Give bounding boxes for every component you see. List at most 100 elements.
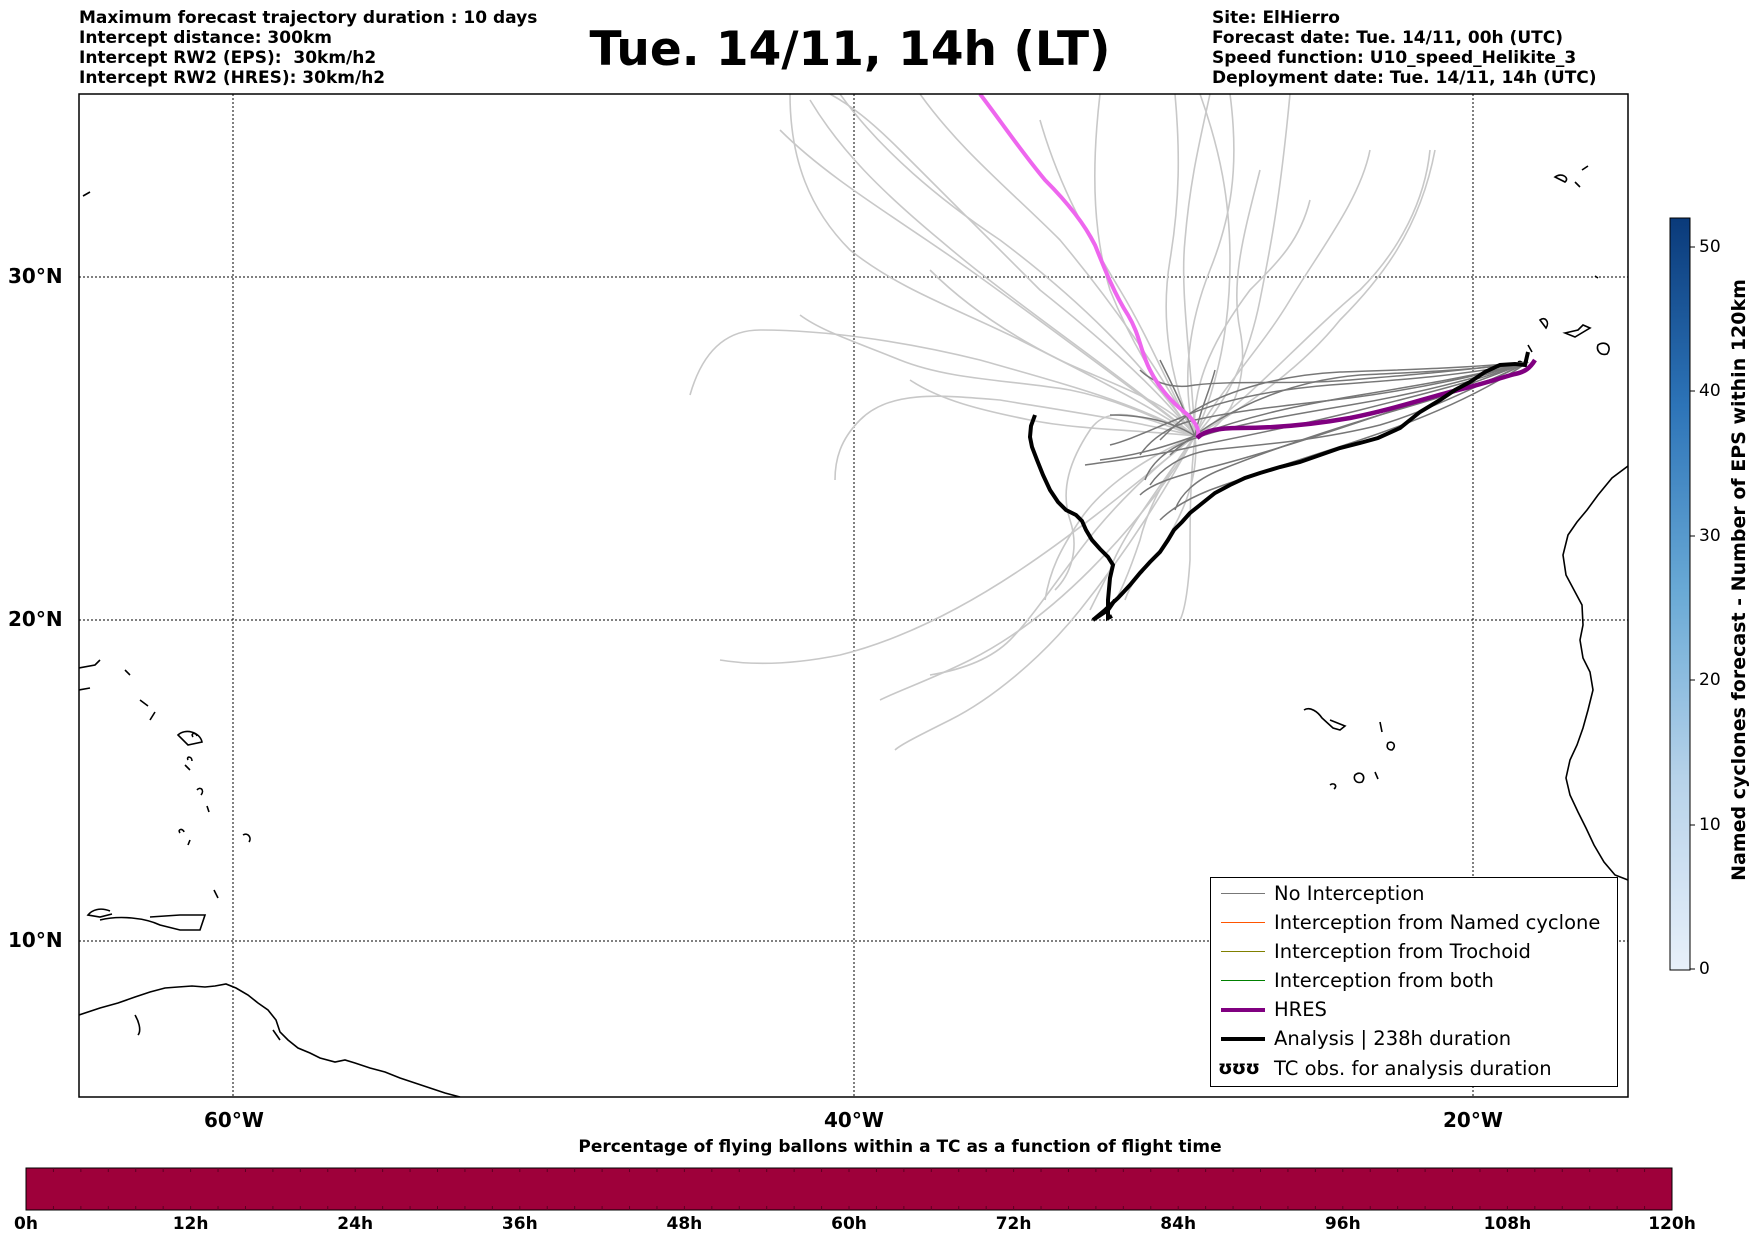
vcbar-tick-20: 20 [1699, 670, 1721, 690]
ensemble-track [799, 314, 1196, 437]
intercept-distance-label: Intercept distance: 300km [79, 28, 332, 48]
legend-label: Interception from Named cyclone [1274, 911, 1601, 934]
lon-label-20: 20°W [1443, 1108, 1503, 1132]
ensemble-track [919, 94, 1196, 437]
legend-label: Interception from Trochoid [1274, 940, 1531, 963]
horizontal-colorbar [25, 1167, 1673, 1211]
ensemble-track [829, 94, 1196, 437]
header-right-info: Site: ElHierro Forecast date: Tue. 14/11… [1212, 8, 1597, 88]
analysis-track-west [1027, 414, 1116, 622]
azores-islands [82, 165, 1599, 279]
speed-function-label: Speed function: U10_speed_Helikite_3 [1212, 48, 1577, 68]
hres-early-track [978, 94, 1201, 439]
ensemble-track [1194, 94, 1291, 437]
caribbean-islands [79, 659, 281, 1041]
vcbar-tick-30: 30 [1699, 526, 1721, 546]
no-interception-track [1149, 361, 1529, 486]
legend-item-no-interception: No Interception [1211, 880, 1617, 909]
ensemble-track [1039, 119, 1196, 437]
vertical-colorbar-title-wrap: Named cyclones forecast - Number of EPS … [1724, 220, 1752, 940]
ensemble-track [1193, 199, 1311, 437]
vcbar-tick-10: 10 [1699, 815, 1721, 835]
ensemble-track [834, 395, 1196, 481]
no-interception-track [1159, 361, 1529, 441]
legend-label: TC obs. for analysis duration [1274, 1057, 1552, 1080]
hbar-tick-label: 0h [14, 1214, 38, 1234]
lat-label-30: 30°N [8, 264, 63, 288]
vertical-colorbar-title: Named cyclones forecast - Number of EPS … [1728, 279, 1750, 881]
lon-label-40: 40°W [824, 1108, 884, 1132]
lat-label-10: 10°N [8, 928, 63, 952]
max-duration-label: Maximum forecast trajectory duration : 1… [79, 8, 538, 28]
ensemble-track [1094, 94, 1196, 437]
legend-swatch [1221, 1008, 1265, 1012]
no-interception-trajectories [1084, 359, 1529, 521]
vcbar-tick-50: 50 [1699, 237, 1721, 257]
africa-coast [1562, 465, 1628, 881]
legend-item-both: Interception from both [1211, 967, 1617, 996]
coastlines [79, 165, 1628, 1097]
ensemble-track [894, 435, 1196, 751]
ensemble-track [929, 435, 1196, 676]
vcbar-tick-0: 0 [1699, 959, 1710, 979]
no-interception-track [1099, 359, 1216, 461]
legend-item-tc-obs: ʊʊʊ TC obs. for analysis duration [1211, 1055, 1617, 1084]
hbar-tick-label: 96h [1324, 1214, 1361, 1234]
ensemble-track [1194, 149, 1371, 437]
ensemble-track [1089, 435, 1196, 611]
ensemble-track [1194, 149, 1431, 437]
intercept-eps-label: Intercept RW2 (EPS): 30km/h2 [79, 48, 377, 68]
hbar-tick-label: 120h [1648, 1214, 1696, 1234]
ensemble-track [879, 435, 1196, 701]
cyclone-symbols-icon: ʊʊʊ [1218, 1057, 1260, 1079]
forecast-date-label: Forecast date: Tue. 14/11, 00h (UTC) [1212, 28, 1563, 48]
vertical-colorbar-ticks [1690, 246, 1695, 970]
ensemble-track [1179, 435, 1196, 621]
ensemble-track [839, 94, 1196, 437]
hbar-tick-label: 12h [172, 1214, 209, 1234]
vertical-colorbar [1669, 217, 1691, 971]
hbar-tick-label: 84h [1160, 1214, 1197, 1234]
ensemble-track [809, 99, 1196, 437]
lesser-antilles [86, 732, 219, 918]
horizontal-colorbar-title: Percentage of flying ballons within a TC… [578, 1137, 1222, 1157]
south-america-coast [79, 983, 461, 1097]
hres-track [1195, 358, 1537, 440]
legend-swatch [1221, 922, 1265, 923]
ensemble-track [689, 329, 1196, 437]
graticule [79, 94, 1628, 1097]
ensemble-track [779, 129, 1196, 437]
legend-swatch [1221, 951, 1265, 952]
map-frame [78, 93, 1629, 1098]
hbar-tick-label: 108h [1483, 1214, 1532, 1234]
horizontal-colorbar-ticks [52, 1168, 1646, 1210]
legend-swatch [1221, 893, 1265, 894]
legend-label: HRES [1274, 998, 1327, 1021]
ensemble-track [1194, 169, 1261, 437]
hbar-tick-label: 48h [666, 1214, 703, 1234]
ensemble-track [719, 435, 1196, 665]
canary-islands [1517, 317, 1610, 367]
legend: No Interception Interception from Named … [1210, 877, 1618, 1087]
ensemble-track [1182, 94, 1211, 437]
cape-verde-islands [1303, 707, 1396, 790]
intercept-hres-label: Intercept RW2 (HRES): 30km/h2 [79, 68, 386, 88]
ensemble-track [1044, 435, 1196, 601]
hbar-tick-label: 72h [995, 1214, 1032, 1234]
legend-item-named-cyclone: Interception from Named cyclone [1211, 909, 1617, 938]
legend-label: Analysis | 238h duration [1274, 1027, 1512, 1050]
legend-item-trochoid: Interception from Trochoid [1211, 938, 1617, 967]
hbar-tick-label: 60h [831, 1214, 867, 1234]
hbar-tick-label: 36h [501, 1214, 538, 1234]
ensemble-track [1165, 94, 1196, 437]
site-label: Site: ElHierro [1212, 8, 1340, 28]
legend-label: Interception from both [1274, 969, 1494, 992]
vcbar-tick-40: 40 [1699, 381, 1721, 401]
lon-label-60: 60°W [204, 1108, 264, 1132]
page-title: Tue. 14/11, 14h (LT) [589, 22, 1111, 77]
legend-swatch [1221, 1037, 1265, 1041]
no-interception-track [1144, 361, 1529, 481]
header-left-info: Maximum forecast trajectory duration : 1… [79, 8, 537, 88]
ensemble-track [929, 269, 1196, 437]
ensemble-track [1187, 94, 1235, 437]
